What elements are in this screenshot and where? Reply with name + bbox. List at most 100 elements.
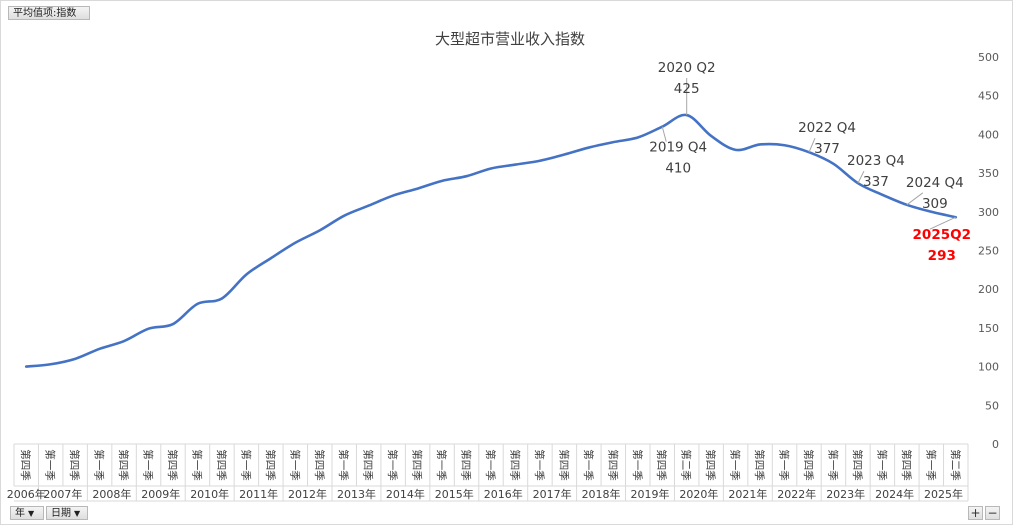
year-group-label: 2016年 (484, 487, 523, 501)
year-group-label: 2025年 (924, 487, 963, 501)
dropdown-arrow-icon: ▼ (74, 509, 81, 518)
year-group-label: 2012年 (288, 487, 327, 501)
year-group-label: 2007年 (43, 487, 82, 501)
annotation-period: 2024 Q4 (906, 175, 964, 191)
y-tick-label: 50 (985, 399, 999, 412)
x-tick-label: 第一季 (826, 449, 839, 481)
year-group-label: 2019年 (631, 487, 670, 501)
year-group-label: 2011年 (239, 487, 278, 501)
x-tick-label: 第一季 (924, 449, 937, 481)
data-point (270, 257, 272, 259)
year-group-label: 2010年 (190, 487, 229, 501)
y-tick-label: 300 (978, 206, 999, 219)
x-tick-label: 第一季 (533, 449, 546, 481)
y-tick-label: 0 (992, 438, 999, 451)
data-point (734, 149, 736, 151)
data-point (343, 214, 345, 216)
x-tick-label: 第四季 (508, 449, 521, 481)
series-line-index (24, 113, 958, 368)
data-point (245, 273, 247, 275)
y-tick-label: 350 (978, 167, 999, 180)
year-field-label: 年 (15, 508, 25, 519)
data-point (441, 180, 443, 182)
x-tick-label: 第一季 (729, 449, 742, 481)
x-tick-label: 第一季 (582, 449, 595, 481)
annotation-value: 337 (863, 174, 889, 190)
annotation-leader (857, 170, 865, 184)
chart-title: 大型超市营业收入指数 (435, 30, 585, 48)
x-tick-label: 第四季 (117, 449, 130, 481)
x-tick-label: 第二季 (680, 449, 693, 481)
year-group-label: 2017年 (533, 487, 572, 501)
x-tick-label: 第四季 (851, 449, 864, 481)
data-point (25, 365, 27, 367)
x-tick-label: 第二季 (949, 449, 962, 481)
value-field-label: 平均值项:指数 (13, 8, 77, 19)
annotation-value: 293 (928, 248, 956, 264)
data-point (588, 146, 590, 148)
year-field-button[interactable]: 年 ▼ (10, 506, 44, 520)
expand-button[interactable]: + (968, 506, 983, 520)
annotation-period: 2019 Q4 (649, 140, 707, 156)
year-group-label: 2021年 (728, 487, 767, 501)
x-tick-label: 第一季 (778, 449, 791, 481)
x-tick-label: 第四季 (313, 449, 326, 481)
data-point (490, 167, 492, 169)
x-tick-label: 第四季 (557, 449, 570, 481)
data-point (367, 204, 369, 206)
y-tick-label: 250 (978, 245, 999, 258)
x-tick-label: 第四季 (900, 449, 913, 481)
x-tick-label: 第一季 (142, 449, 155, 481)
annotation-leader (929, 216, 956, 230)
year-group-label: 2015年 (435, 487, 474, 501)
date-field-label: 日期 (51, 508, 71, 519)
data-point (172, 323, 174, 325)
data-point (49, 363, 51, 365)
annotation-period: 2025Q2 (913, 227, 971, 243)
x-tick-label: 第一季 (239, 449, 252, 481)
y-axis: 0 50 100 150 200 250 300 350 400 450 500 (978, 51, 999, 451)
y-tick-label: 150 (978, 322, 999, 335)
y-tick-label: 450 (978, 90, 999, 103)
x-tick-label: 第四季 (655, 449, 668, 481)
annotation-leader (906, 192, 924, 206)
annotation-period: 2020 Q2 (658, 60, 716, 76)
data-point (74, 358, 76, 360)
annotation-period: 2022 Q4 (798, 120, 856, 136)
data-point (832, 163, 834, 165)
x-tick-label: 第四季 (215, 449, 228, 481)
x-tick-label: 第一季 (337, 449, 350, 481)
x-tick-label: 第一季 (44, 449, 57, 481)
x-tick-label: 第四季 (166, 449, 179, 481)
y-tick-label: 400 (978, 128, 999, 141)
data-point (881, 194, 883, 196)
x-tick-label: 第四季 (68, 449, 81, 481)
x-tick-label: 第四季 (264, 449, 277, 481)
x-tick-label: 第四季 (802, 449, 815, 481)
plus-icon: + (970, 506, 981, 520)
date-field-button[interactable]: 日期 ▼ (46, 506, 88, 520)
data-point (98, 348, 100, 350)
year-group-label: 2006年 (7, 487, 46, 501)
data-point (294, 242, 296, 244)
x-tick-label: 第一季 (484, 449, 497, 481)
data-point (563, 153, 565, 155)
data-point (392, 194, 394, 196)
x-tick-label: 第四季 (704, 449, 717, 481)
year-group-label: 2008年 (92, 487, 131, 501)
collapse-button[interactable]: − (985, 506, 1000, 520)
value-field-button[interactable]: 平均值项:指数 (8, 6, 90, 20)
y-tick-label: 500 (978, 51, 999, 64)
x-tick-label: 第一季 (190, 449, 203, 481)
x-tick-label: 第四季 (19, 449, 32, 481)
x-tick-label: 第一季 (288, 449, 301, 481)
data-point (783, 144, 785, 146)
data-point (196, 303, 198, 305)
x-tick-label: 第四季 (362, 449, 375, 481)
x-tick-label: 第四季 (460, 449, 473, 481)
annotation-value: 377 (814, 141, 840, 157)
year-group-label: 2022年 (777, 487, 816, 501)
x-tick-label: 第一季 (386, 449, 399, 481)
data-point (637, 136, 639, 138)
